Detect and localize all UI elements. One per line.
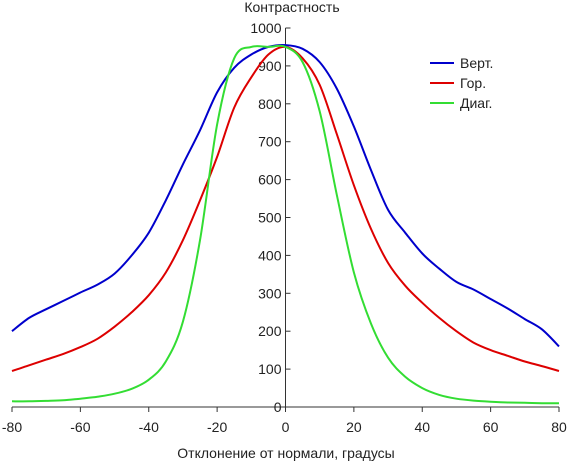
- series-line-3: [11, 44, 560, 405]
- x-tick-label: -40: [139, 419, 159, 435]
- x-tick-label: -20: [207, 419, 227, 435]
- x-tick-label: 40: [414, 419, 430, 435]
- series-line-1: [11, 44, 560, 348]
- legend-label: Верт.: [460, 55, 493, 71]
- axes: -80 -60 -40 -20 0 20 40 60 800100200300400500600…: [2, 20, 567, 435]
- x-tick-label: 80: [551, 419, 567, 435]
- y-tick-label: 100: [258, 361, 282, 377]
- y-tick-label: 400: [258, 247, 282, 263]
- x-tick-label: -80: [2, 419, 22, 435]
- x-tick-label: 0: [282, 419, 290, 435]
- series-layer: [11, 44, 560, 405]
- legend-label: Гор.: [460, 75, 486, 91]
- legend: Верт. Гор. Диаг.: [430, 55, 493, 111]
- x-tick-label: -60: [70, 419, 90, 435]
- x-tick-label: 60: [483, 419, 499, 435]
- y-tick-label: 800: [258, 96, 282, 112]
- y-tick-label: 700: [258, 134, 282, 150]
- y-tick-label: 600: [258, 172, 282, 188]
- legend-label: Диаг.: [460, 95, 492, 111]
- y-axis-title: Контрастность: [244, 0, 339, 15]
- x-axis-title: Отклонение от нормали, градусы: [177, 445, 394, 461]
- y-tick-label: 900: [258, 58, 282, 74]
- y-tick-label: 500: [258, 210, 282, 226]
- y-tick-label: 1000: [250, 20, 281, 36]
- y-tick-label: 300: [258, 285, 282, 301]
- y-tick-label: 0: [274, 399, 282, 415]
- y-tick-label: 200: [258, 323, 282, 339]
- x-tick-label: 20: [346, 419, 362, 435]
